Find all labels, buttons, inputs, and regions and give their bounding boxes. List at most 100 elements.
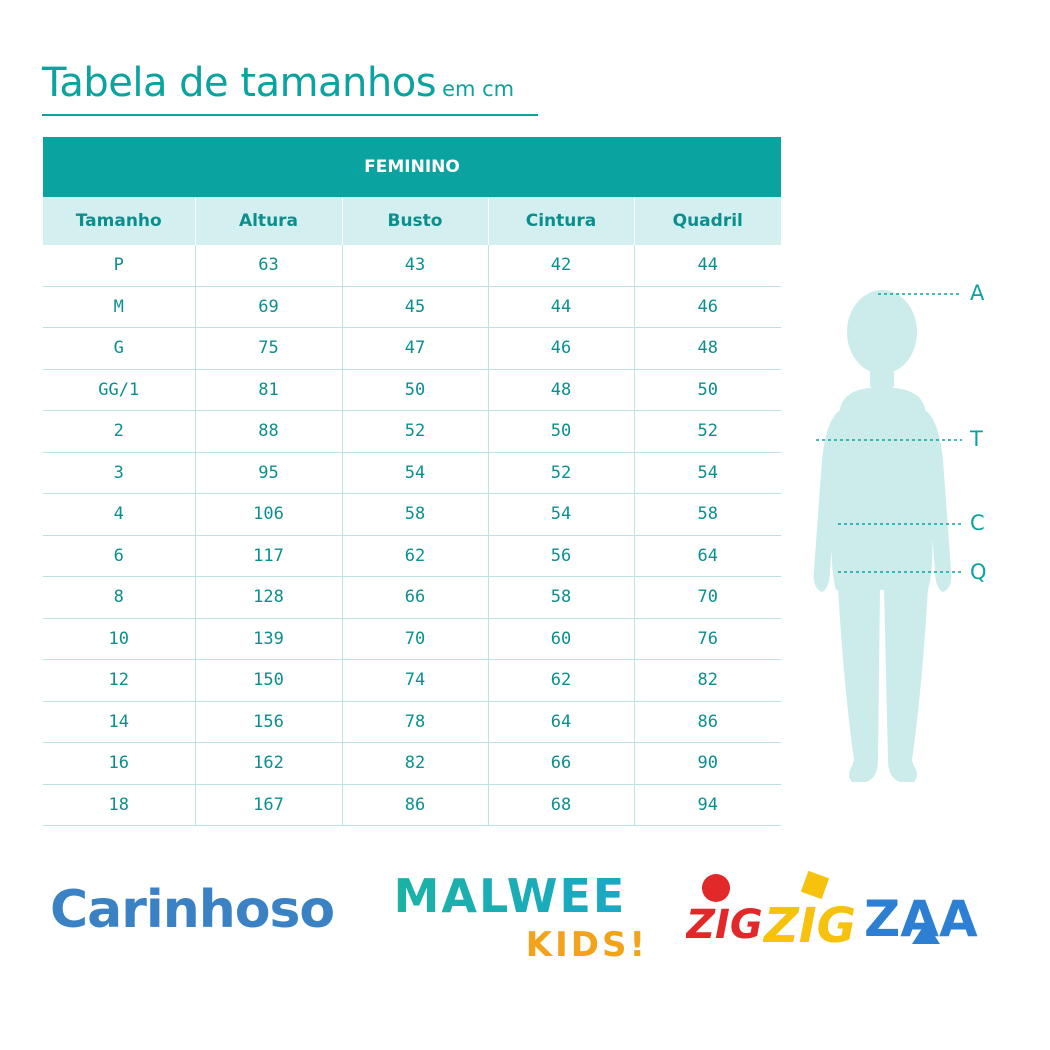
section-row: FEMININO <box>43 137 781 197</box>
marker-label-q: Q <box>970 560 987 584</box>
table-cell: 46 <box>633 286 781 328</box>
table-cell: 68 <box>487 784 634 826</box>
table-cell: 58 <box>633 493 781 536</box>
table-cell: 66 <box>341 576 488 619</box>
table-cell: 44 <box>487 286 634 328</box>
table-cell: 150 <box>194 659 342 702</box>
table-cell: 10 <box>43 618 195 660</box>
table-cell: 95 <box>194 452 342 494</box>
table-cell: 54 <box>341 452 488 494</box>
table-cell: 2 <box>43 410 195 453</box>
table-cell: 56 <box>487 535 634 577</box>
table-row: 14 156 78 64 86 <box>43 701 781 743</box>
malwee-text: MALWEE <box>394 869 627 923</box>
table-cell: 106 <box>194 493 342 536</box>
table-cell: 64 <box>633 535 781 577</box>
table-cell: 69 <box>194 286 342 328</box>
table-row: 18 167 86 68 94 <box>43 784 781 826</box>
table-cell: 90 <box>633 742 781 785</box>
table-cell: 52 <box>341 410 488 453</box>
table-cell: 75 <box>194 327 342 370</box>
table-cell: 47 <box>341 327 488 370</box>
table-cell: 128 <box>194 576 342 619</box>
marker-label-t: T <box>970 427 983 451</box>
column-header: Altura <box>194 197 342 245</box>
column-header: Quadril <box>633 197 781 245</box>
table-cell: 70 <box>341 618 488 660</box>
table-cell: 58 <box>341 493 488 536</box>
table-cell: 139 <box>194 618 342 660</box>
table-cell: 54 <box>487 493 634 536</box>
body-figure: A T C Q <box>800 270 1040 800</box>
table-cell: 86 <box>633 701 781 743</box>
table-row: 8 128 66 58 70 <box>43 576 781 619</box>
table-cell: 6 <box>43 535 195 577</box>
table-row: 4 106 58 54 58 <box>43 493 781 536</box>
table-cell: 45 <box>341 286 488 328</box>
zigzigzaa-logo: ZIG ZIG ZAA <box>686 870 978 954</box>
table-cell: G <box>43 327 195 370</box>
table-row: 16 162 82 66 90 <box>43 742 781 785</box>
table-cell: 86 <box>341 784 488 826</box>
table-cell: 52 <box>487 452 634 494</box>
table-cell: 48 <box>633 327 781 370</box>
column-header: Busto <box>341 197 488 245</box>
zig-text-1: ZIG <box>686 902 763 948</box>
table-row: 6 117 62 56 64 <box>43 535 781 577</box>
title-main: Tabela de tamanhos <box>42 60 437 106</box>
title-unit: em cm <box>442 77 515 101</box>
table-cell: P <box>43 245 195 287</box>
table-cell: 50 <box>487 410 634 453</box>
table-row: P 63 43 42 44 <box>43 245 781 287</box>
table-cell: 4 <box>43 493 195 536</box>
table-cell: 76 <box>633 618 781 660</box>
table-cell: 44 <box>633 245 781 287</box>
malwee-kids-logo: MALWEE KIDS! <box>394 869 645 961</box>
table-cell: GG/1 <box>43 369 195 411</box>
table-cell: 42 <box>487 245 634 287</box>
page-title: Tabela de tamanhos em cm <box>42 60 538 116</box>
table-cell: 50 <box>341 369 488 411</box>
table-body: P 63 43 42 44 M 69 45 44 46 G 75 47 46 48 GG/1 81 50 48 50 2… <box>43 245 781 826</box>
table-cell: 74 <box>341 659 488 702</box>
table-cell: M <box>43 286 195 328</box>
table-cell: 63 <box>194 245 342 287</box>
table-cell: 156 <box>194 701 342 743</box>
table-cell: 16 <box>43 742 195 785</box>
table-cell: 54 <box>633 452 781 494</box>
table-cell: 82 <box>633 659 781 702</box>
table-cell: 18 <box>43 784 195 826</box>
table-row: M 69 45 44 46 <box>43 286 781 328</box>
section-title: FEMININO <box>43 137 781 197</box>
zig-text-2: ZIG <box>762 898 856 954</box>
table-cell: 167 <box>194 784 342 826</box>
carinhoso-logo: Carinhoso <box>50 880 335 940</box>
table-cell: 88 <box>194 410 342 453</box>
table-cell: 82 <box>341 742 488 785</box>
table-cell: 117 <box>194 535 342 577</box>
table-cell: 94 <box>633 784 781 826</box>
table-cell: 14 <box>43 701 195 743</box>
table-row: 10 139 70 60 76 <box>43 618 781 660</box>
zaa-text: ZAA <box>864 890 978 948</box>
table-cell: 3 <box>43 452 195 494</box>
table-cell: 8 <box>43 576 195 619</box>
table-row: 12 150 74 62 82 <box>43 659 781 702</box>
table-cell: 81 <box>194 369 342 411</box>
table-cell: 62 <box>341 535 488 577</box>
table-cell: 162 <box>194 742 342 785</box>
table-row: 2 88 52 50 52 <box>43 410 781 453</box>
table-cell: 62 <box>487 659 634 702</box>
table-cell: 46 <box>487 327 634 370</box>
header-row: Tamanho Altura Busto Cintura Quadril <box>43 197 781 245</box>
size-table: FEMININO Tamanho Altura Busto Cintura Qu… <box>43 137 781 826</box>
marker-label-a: A <box>970 281 985 305</box>
table-cell: 64 <box>487 701 634 743</box>
marker-label-c: C <box>970 511 985 535</box>
table-row: 3 95 54 52 54 <box>43 452 781 494</box>
table-row: GG/1 81 50 48 50 <box>43 369 781 411</box>
table-cell: 52 <box>633 410 781 453</box>
column-header: Tamanho <box>43 197 195 245</box>
table-cell: 58 <box>487 576 634 619</box>
table-cell: 60 <box>487 618 634 660</box>
